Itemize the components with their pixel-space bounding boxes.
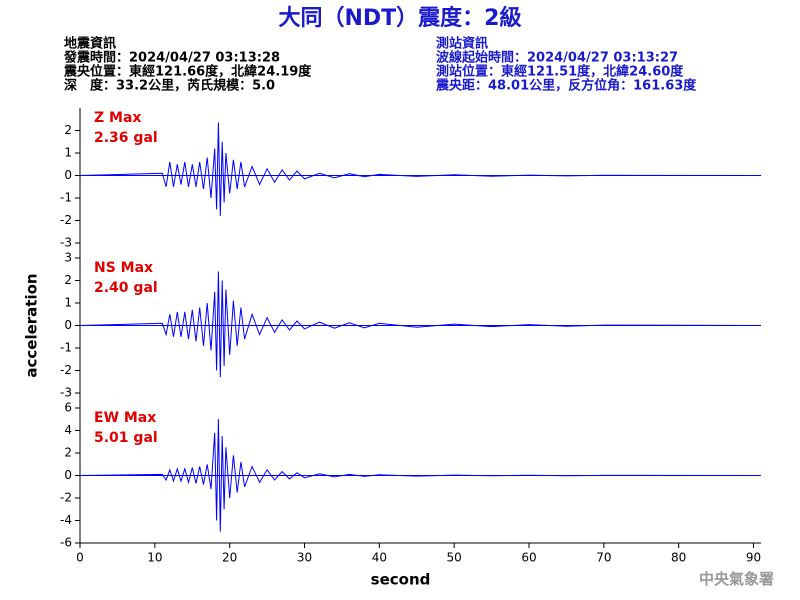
x-tick-label: 30 <box>297 551 312 565</box>
x-tick-label: 90 <box>746 551 761 565</box>
y-axis-label: acceleration <box>23 273 41 377</box>
y-tick-label: -1 <box>60 341 72 355</box>
y-tick-label: -2 <box>60 491 72 505</box>
x-tick-label: 70 <box>596 551 611 565</box>
y-tick-label: 3 <box>64 251 72 265</box>
y-tick-label: 0 <box>64 168 72 182</box>
max-label: NS Max <box>94 260 153 276</box>
y-tick-label: 4 <box>64 423 72 437</box>
y-tick-label: -3 <box>60 236 72 250</box>
y-tick-label: -3 <box>60 386 72 400</box>
info-line: 測站資訊 <box>436 36 488 52</box>
y-tick-label: -2 <box>60 363 72 377</box>
y-tick-label: 1 <box>64 296 72 310</box>
max-label: 5.01 gal <box>94 430 158 446</box>
info-line: 測站位置：東經121.51度，北緯24.60度 <box>436 64 684 80</box>
waveform <box>79 419 762 532</box>
waveform <box>79 122 762 217</box>
y-tick-label: 2 <box>64 446 72 460</box>
y-tick-label: 0 <box>64 318 72 332</box>
y-tick-label: -2 <box>60 213 72 227</box>
title: 大同（NDT）震度：2級 <box>279 5 522 31</box>
x-tick-label: 20 <box>222 551 237 565</box>
waveform <box>79 271 762 378</box>
y-tick-label: -6 <box>60 536 72 550</box>
x-tick-label: 0 <box>76 551 84 565</box>
info-line: 發震時間：2024/04/27 03:13:28 <box>63 50 280 66</box>
max-label: EW Max <box>94 410 156 426</box>
y-tick-label: 0 <box>64 468 72 482</box>
x-tick-label: 40 <box>372 551 387 565</box>
x-axis-label: second <box>371 571 431 589</box>
y-tick-label: 2 <box>64 273 72 287</box>
info-line: 波線起始時間：2024/04/27 03:13:27 <box>436 50 678 66</box>
max-label: 2.40 gal <box>94 280 158 296</box>
x-tick-label: 50 <box>447 551 462 565</box>
info-line: 震央距：48.01公里，反方位角：161.63度 <box>435 78 697 94</box>
info-line: 地震資訊 <box>64 36 116 52</box>
x-tick-label: 10 <box>147 551 162 565</box>
max-label: 2.36 gal <box>94 130 158 146</box>
footer: 中央氣象署 <box>699 570 774 588</box>
x-tick-label: 80 <box>671 551 686 565</box>
y-tick-label: 2 <box>64 123 72 137</box>
info-line: 震央位置：東經121.66度，北緯24.19度 <box>63 64 312 80</box>
y-tick-label: 1 <box>64 146 72 160</box>
y-tick-label: 6 <box>64 401 72 415</box>
x-tick-label: 60 <box>521 551 536 565</box>
info-line: 深 度：33.2公里，芮氏規模：5.0 <box>64 78 275 94</box>
max-label: Z Max <box>94 110 141 126</box>
y-tick-label: -1 <box>60 191 72 205</box>
y-tick-label: -4 <box>60 513 72 527</box>
